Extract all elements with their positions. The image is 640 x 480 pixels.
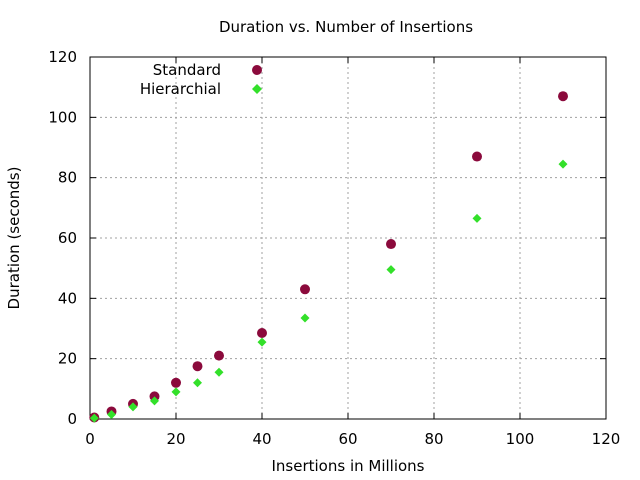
plot-frame <box>89 56 607 420</box>
data-points <box>89 91 568 423</box>
legend-label-standard: Standard <box>153 61 221 79</box>
x-tick-label: 80 <box>424 430 443 448</box>
x-tick-label: 20 <box>166 430 185 448</box>
data-point-standard <box>149 391 160 402</box>
series-hierarchial <box>89 159 568 423</box>
grid-lines <box>90 57 606 419</box>
data-point-standard <box>192 361 203 372</box>
data-point-hierarchial <box>193 378 202 388</box>
data-point-standard <box>300 284 310 295</box>
chart-title: Duration vs. Number of Insertions <box>219 18 473 36</box>
x-tick-label: 120 <box>592 430 621 448</box>
data-point-hierarchial <box>214 367 224 377</box>
y-tick-label: 60 <box>58 229 77 247</box>
x-tick-label: 40 <box>252 430 271 448</box>
data-point-standard <box>472 151 482 162</box>
data-point-hierarchial <box>257 337 267 347</box>
y-tick-label: 120 <box>48 48 77 66</box>
data-point-hierarchial <box>171 387 181 397</box>
x-tick-labels: 0 20 40 60 80 100 120 <box>85 430 620 448</box>
data-point-standard <box>386 239 396 250</box>
y-tick-label: 80 <box>58 169 77 187</box>
y-tick-label: 40 <box>58 289 77 307</box>
legend-marker-hierarchial <box>252 84 262 94</box>
data-point-hierarchial <box>300 313 310 323</box>
data-point-hierarchial <box>472 213 482 223</box>
data-point-hierarchial <box>89 413 99 423</box>
y-tick-label: 100 <box>48 108 77 126</box>
data-point-hierarchial <box>150 396 159 406</box>
data-point-standard <box>214 350 224 361</box>
legend-marker-standard <box>252 65 262 75</box>
y-tick-label: 0 <box>67 410 77 428</box>
data-point-hierarchial <box>386 265 396 275</box>
x-axis-label: Insertions in Millions <box>271 457 424 475</box>
x-tick-label: 0 <box>85 430 95 448</box>
y-tick-label: 20 <box>58 350 77 368</box>
legend: Standard Hierarchial <box>140 61 262 98</box>
series-standard <box>89 91 568 423</box>
y-axis-label: Duration (seconds) <box>5 167 23 310</box>
y-tick-labels: 0 20 40 60 80 100 120 <box>48 48 77 428</box>
legend-label-hierarchial: Hierarchial <box>140 80 221 98</box>
data-point-standard <box>558 91 568 102</box>
data-point-standard <box>257 328 267 339</box>
data-point-hierarchial <box>558 159 568 169</box>
data-point-hierarchial <box>128 402 138 412</box>
x-tick-label: 60 <box>338 430 357 448</box>
data-point-standard <box>171 377 181 388</box>
x-tick-label: 100 <box>506 430 535 448</box>
data-point-hierarchial <box>107 409 116 419</box>
